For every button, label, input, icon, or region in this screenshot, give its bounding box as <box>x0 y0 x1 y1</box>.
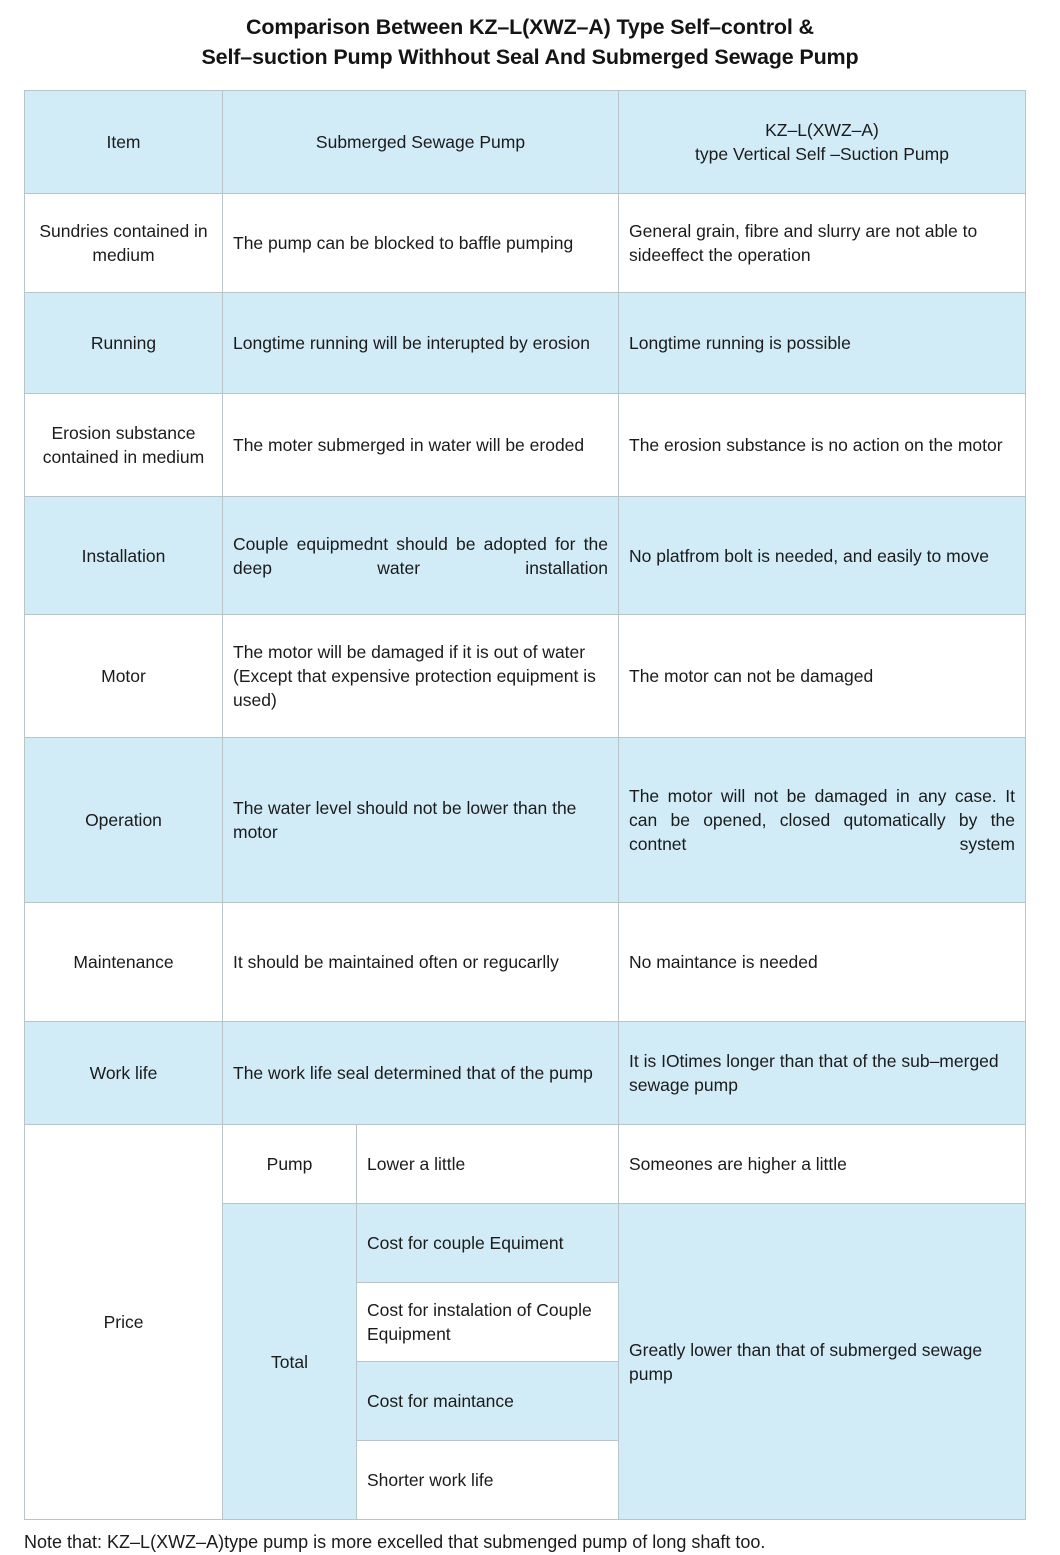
price-right-pump: Someones are higher a little <box>618 1124 1026 1204</box>
cell-running-submerged: Longtime running will be interupted by e… <box>222 292 619 394</box>
cell-running-selfsuction: Longtime running is possible <box>618 292 1026 394</box>
table-row-price-installation-cost: Cost for instalation of Couple Equipment <box>25 1282 1026 1362</box>
table-row: Motor The motor will be damaged if it is… <box>24 614 1026 738</box>
cell-sundries-submerged: The pump can be blocked to baffle pumpin… <box>222 193 619 293</box>
page-title: Comparison Between KZ–L(XWZ–A) Type Self… <box>0 0 1060 72</box>
table-footnote: Note that: KZ–L(XWZ–A)type pump is more … <box>24 1532 766 1552</box>
row-label-maintenance: Maintenance <box>24 902 223 1022</box>
row-label-sundries: Sundries contained in medium <box>24 193 223 293</box>
price-item-cost-maintenance: Cost for maintance <box>356 1361 619 1441</box>
price-group-total: Total <box>222 1203 357 1520</box>
cell-installation-selfsuction: No platfrom bolt is needed, and easily t… <box>618 496 1026 615</box>
comparison-table: Item Submerged Sewage Pump KZ–L(XWZ–A) t… <box>24 90 1026 1520</box>
row-label-erosion-substance: Erosion substance contained in medium <box>24 393 223 497</box>
table-row: Erosion substance contained in medium Th… <box>24 393 1026 497</box>
table-row: Sundries contained in medium The pump ca… <box>24 193 1026 293</box>
cell-motor-selfsuction: The motor can not be damaged <box>618 614 1026 738</box>
price-group-pump: Pump <box>222 1124 357 1204</box>
cell-erosion-selfsuction: The erosion substance is no action on th… <box>618 393 1026 497</box>
cell-maintenance-submerged: It should be maintained often or regucar… <box>222 902 619 1022</box>
table-row: Operation The water level should not be … <box>24 737 1026 903</box>
table-row: Installation Couple equipmednt should be… <box>24 496 1026 615</box>
row-label-work-life: Work life <box>24 1021 223 1125</box>
row-label-operation: Operation <box>24 737 223 903</box>
table-row-price-pump: Price Pump Lower a little Someones are h… <box>24 1124 1026 1520</box>
cell-work-life-selfsuction: It is IOtimes longer than that of the su… <box>618 1021 1026 1125</box>
title-line-2: Self–suction Pump Withhout Seal And Subm… <box>201 45 859 69</box>
price-item-cost-installation: Cost for instalation of Couple Equipment <box>356 1282 619 1362</box>
header-submerged-sewage-pump: Submerged Sewage Pump <box>222 90 619 194</box>
row-label-running: Running <box>24 292 223 394</box>
price-item-shorter-work-life: Shorter work life <box>356 1440 619 1520</box>
price-item-cost-couple-equipment: Cost for couple Equiment <box>356 1203 619 1283</box>
table-header-row: Item Submerged Sewage Pump KZ–L(XWZ–A) t… <box>24 90 1026 194</box>
cell-work-life-submerged: The work life seal determined that of th… <box>222 1021 619 1125</box>
table-row: Running Longtime running will be interup… <box>24 292 1026 394</box>
header-self-suction-line-1: KZ–L(XWZ–A) <box>765 120 879 140</box>
price-item-lower-a-little: Lower a little <box>356 1124 619 1204</box>
row-label-motor: Motor <box>24 614 223 738</box>
cell-operation-selfsuction: The motor will not be damaged in any cas… <box>618 737 1026 903</box>
table-row: Maintenance It should be maintained ofte… <box>24 902 1026 1022</box>
row-label-installation: Installation <box>24 496 223 615</box>
cell-erosion-submerged: The moter submerged in water will be ero… <box>222 393 619 497</box>
title-line-1: Comparison Between KZ–L(XWZ–A) Type Self… <box>246 15 814 39</box>
table-row: Work life The work life seal determined … <box>24 1021 1026 1125</box>
cell-installation-submerged: Couple equipmednt should be adopted for … <box>222 496 619 615</box>
price-right-total: Greatly lower than that of submerged sew… <box>618 1203 1026 1520</box>
cell-sundries-selfsuction: General grain, fibre and slurry are not … <box>618 193 1026 293</box>
comparison-table-wrapper: Item Submerged Sewage Pump KZ–L(XWZ–A) t… <box>24 90 1026 1520</box>
header-item: Item <box>24 90 223 194</box>
header-self-suction-line-2: type Vertical Self –Suction Pump <box>695 144 949 164</box>
header-self-suction-pump: KZ–L(XWZ–A) type Vertical Self –Suction … <box>618 90 1026 194</box>
cell-operation-submerged: The water level should not be lower than… <box>222 737 619 903</box>
cell-maintenance-selfsuction: No maintance is needed <box>618 902 1026 1022</box>
row-label-price: Price <box>24 1124 223 1520</box>
cell-motor-submerged: The motor will be damaged if it is out o… <box>222 614 619 738</box>
